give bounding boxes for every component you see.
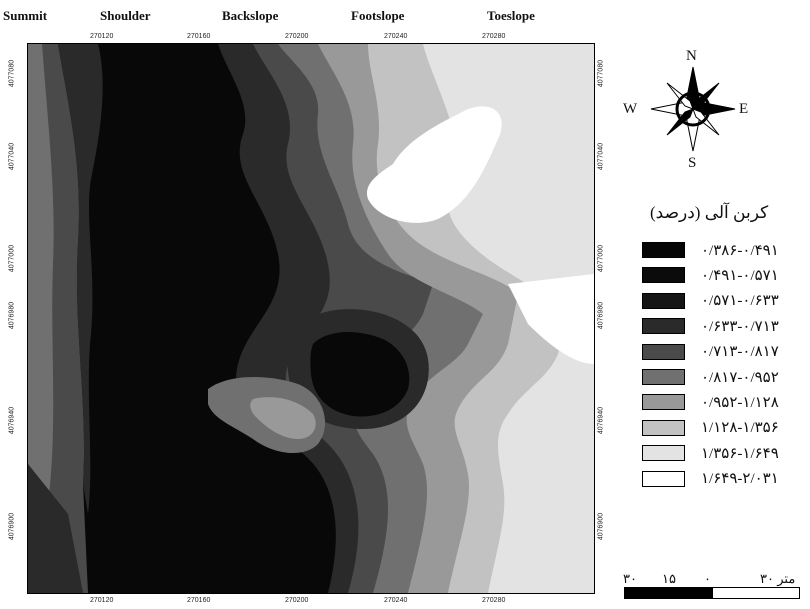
x-tick-top: 270200	[285, 33, 308, 40]
scale-unit: متر ۳۰	[760, 571, 795, 587]
scale-tick-mid: ۱۵	[662, 571, 676, 587]
legend-item: ۱/۳۵۶-۱/۶۴۹	[642, 444, 779, 462]
legend-swatch	[642, 344, 685, 360]
legend-item: ۰/۵۷۱-۰/۶۳۳	[642, 292, 779, 310]
y-tick-right: 4076940	[598, 401, 605, 441]
scale-bar-black	[625, 588, 713, 598]
legend-item: ۰/۷۱۳-۰/۸۱۷	[642, 343, 779, 361]
legend-label: ۱/۱۲۸-۱/۳۵۶	[701, 418, 779, 437]
slope-label-toeslope: Toeslope	[487, 8, 535, 24]
x-tick-bottom: 270120	[90, 597, 113, 604]
legend-swatch	[642, 445, 685, 461]
legend-item: ۰/۳۸۶-۰/۴۹۱	[642, 241, 779, 259]
slope-label-footslope: Footslope	[351, 8, 404, 24]
compass-rose: N S W E	[625, 45, 775, 180]
legend-label: ۰/۸۱۷-۰/۹۵۲	[701, 368, 779, 387]
y-tick-right: 4077000	[598, 239, 605, 279]
y-tick-right: 4076900	[598, 507, 605, 547]
y-tick-left: 4076980	[9, 296, 16, 336]
scale-bar-white	[713, 588, 799, 598]
compass-s: S	[688, 155, 696, 172]
legend-label: ۰/۵۷۱-۰/۶۳۳	[701, 291, 779, 310]
legend-label: ۱/۶۴۹-۲/۰۳۱	[701, 469, 779, 488]
slope-label-summit: Summit	[3, 8, 47, 24]
organic-carbon-map	[27, 43, 595, 594]
y-tick-right: 4076980	[598, 296, 605, 336]
legend-swatch	[642, 267, 685, 283]
x-tick-top: 270280	[482, 33, 505, 40]
x-tick-bottom: 270160	[187, 597, 210, 604]
x-tick-bottom: 270280	[482, 597, 505, 604]
x-tick-top: 270120	[90, 33, 113, 40]
map-raster	[28, 44, 594, 593]
legend-label: ۰/۹۵۲-۱/۱۲۸	[701, 393, 779, 412]
legend-label: ۰/۶۳۳-۰/۷۱۳	[701, 317, 779, 336]
y-tick-right: 4077080	[598, 54, 605, 94]
legend-swatch	[642, 369, 685, 385]
legend-label: ۰/۳۸۶-۰/۴۹۱	[701, 241, 779, 260]
y-tick-right: 4077040	[598, 137, 605, 177]
compass-w: W	[623, 101, 637, 118]
compass-e: E	[739, 101, 748, 118]
scale-bar	[624, 587, 800, 599]
legend-item: ۱/۱۲۸-۱/۳۵۶	[642, 419, 779, 437]
x-tick-top: 270160	[187, 33, 210, 40]
legend-item: ۰/۴۹۱-۰/۵۷۱	[642, 266, 779, 284]
compass-n: N	[686, 48, 697, 65]
legend-swatch	[642, 420, 685, 436]
slope-label-backslope: Backslope	[222, 8, 278, 24]
y-tick-left: 4077040	[9, 137, 16, 177]
legend-label: ۰/۴۹۱-۰/۵۷۱	[701, 266, 779, 285]
legend-swatch	[642, 471, 685, 487]
legend-label: ۰/۷۱۳-۰/۸۱۷	[701, 342, 779, 361]
legend-label: ۱/۳۵۶-۱/۶۴۹	[701, 444, 779, 463]
legend-item: ۰/۶۳۳-۰/۷۱۳	[642, 317, 779, 335]
slope-label-shoulder: Shoulder	[100, 8, 151, 24]
legend-swatch	[642, 242, 685, 258]
y-tick-left: 4077000	[9, 239, 16, 279]
x-tick-top: 270240	[384, 33, 407, 40]
x-tick-bottom: 270240	[384, 597, 407, 604]
y-tick-left: 4076900	[9, 507, 16, 547]
legend-swatch	[642, 318, 685, 334]
legend-item: ۰/۹۵۲-۱/۱۲۸	[642, 393, 779, 411]
legend-swatch	[642, 293, 685, 309]
legend-item: ۰/۸۱۷-۰/۹۵۲	[642, 368, 779, 386]
y-tick-left: 4076940	[9, 401, 16, 441]
scale-tick-zero: ۰	[704, 571, 711, 587]
scale-tick-left: ۳۰	[623, 571, 637, 587]
y-tick-left: 4077080	[9, 54, 16, 94]
legend-swatch	[642, 394, 685, 410]
x-tick-bottom: 270200	[285, 597, 308, 604]
legend-title: کربن آلی (درصد)	[650, 203, 768, 223]
legend-item: ۱/۶۴۹-۲/۰۳۱	[642, 470, 779, 488]
compass-icon	[625, 45, 775, 175]
